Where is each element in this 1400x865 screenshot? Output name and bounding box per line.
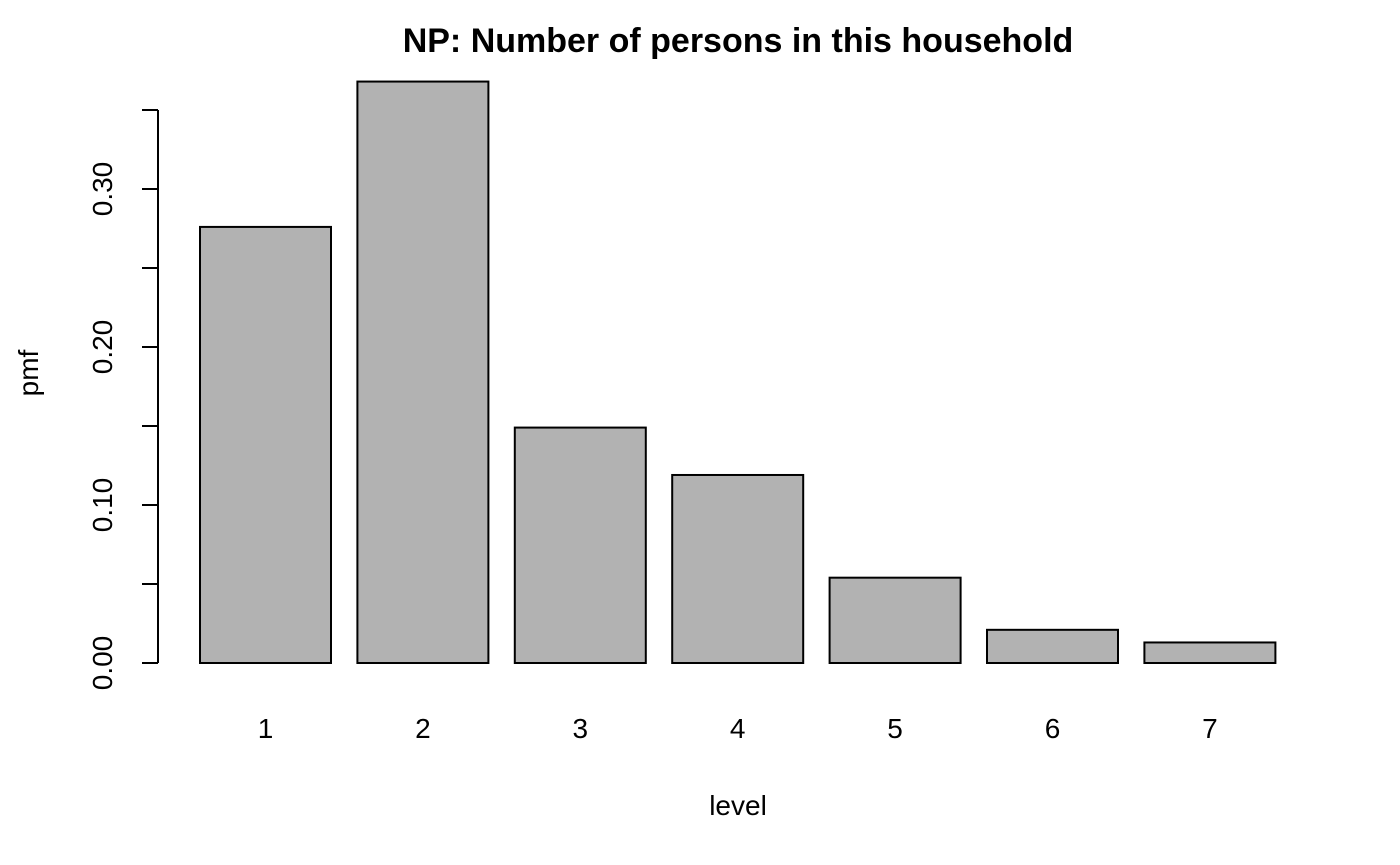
x-tick-label: 6 [1045, 713, 1061, 744]
y-tick-label: 0.20 [87, 320, 118, 375]
y-tick-label: 0.10 [87, 478, 118, 533]
y-tick-label: 0.30 [87, 162, 118, 217]
bar-4 [671, 473, 805, 665]
x-tick-label: 7 [1202, 713, 1218, 744]
x-tick-label: 4 [730, 713, 746, 744]
bar-1 [199, 225, 332, 664]
bar-3 [513, 426, 647, 664]
x-tick-label: 2 [415, 713, 431, 744]
y-tick-label: 0.00 [87, 636, 118, 691]
bar-7 [1143, 641, 1277, 665]
y-axis-label: pmf [13, 349, 44, 396]
x-tick-label: 5 [887, 713, 903, 744]
x-tick-label: 1 [258, 713, 274, 744]
bars [199, 80, 1277, 665]
bar-2 [356, 80, 490, 664]
x-tick-label: 3 [573, 713, 589, 744]
chart-title: NP: Number of persons in this household [403, 22, 1074, 60]
bar-5 [828, 576, 962, 664]
bar-6 [986, 628, 1119, 665]
x-axis-label: level [709, 790, 767, 821]
x-tick-labels: 1 2 3 4 5 6 7 [258, 713, 1218, 744]
y-axis: 0.00 0.10 0.20 0.30 [87, 109, 159, 691]
